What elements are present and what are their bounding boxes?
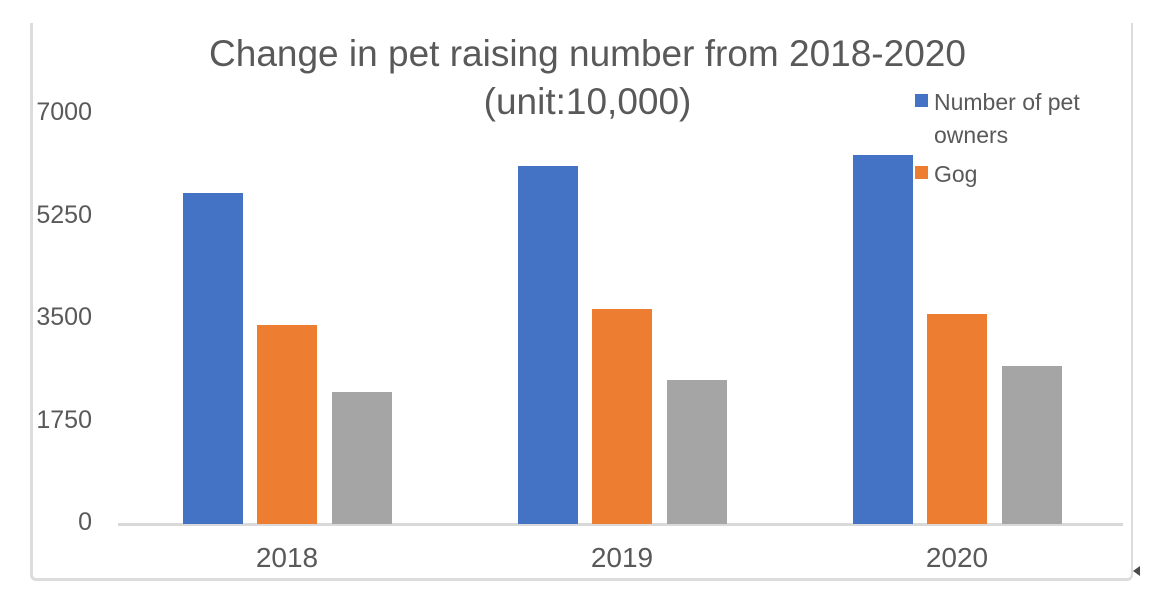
- y-axis-tick-label: 7000: [36, 98, 92, 126]
- y-axis-tick-label: 1750: [36, 405, 92, 434]
- bar-gog-2019: [592, 309, 652, 524]
- legend-marker-square-icon: [915, 94, 928, 107]
- legend-label: Number of pet owners: [934, 89, 1080, 148]
- legend-marker-square-icon: [915, 166, 928, 179]
- x-axis-category-label: 2018: [255, 542, 319, 573]
- bar-series-3-2020: [1001, 365, 1062, 524]
- chart-title-line1: Change in pet raising number from 2018-2…: [209, 33, 966, 74]
- legend-item-pet-owners: Number of pet owners: [913, 86, 1113, 152]
- bar-series-3-2018: [331, 391, 392, 524]
- chart-title: Change in pet raising number from 2018-2…: [180, 30, 995, 126]
- legend-item-gog: Gog: [913, 158, 1113, 191]
- bar-gog-2018: [257, 325, 317, 524]
- bar-number-of-pet-owners-2019: [517, 165, 578, 524]
- legend: Number of pet owners Gog: [913, 86, 1113, 197]
- x-axis-line: [118, 523, 1123, 526]
- bar-gog-2020: [927, 313, 987, 524]
- bar-number-of-pet-owners-2018: [182, 193, 243, 524]
- x-axis-category-label: 2019: [590, 542, 654, 573]
- y-axis-tick-label: 0: [78, 508, 92, 536]
- y-axis-tick-label: 3500: [36, 303, 92, 331]
- cursor-artifact-icon: [1133, 566, 1140, 576]
- chart-border: [30, 23, 1133, 581]
- chart-title-line2: (unit:10,000): [483, 81, 692, 122]
- bar-series-3-2019: [666, 380, 727, 524]
- legend-label: Gog: [934, 161, 978, 187]
- y-axis-tick-label: 5250: [36, 200, 92, 229]
- x-axis-category-label: 2020: [925, 542, 989, 573]
- bar-number-of-pet-owners-2020: [852, 155, 913, 524]
